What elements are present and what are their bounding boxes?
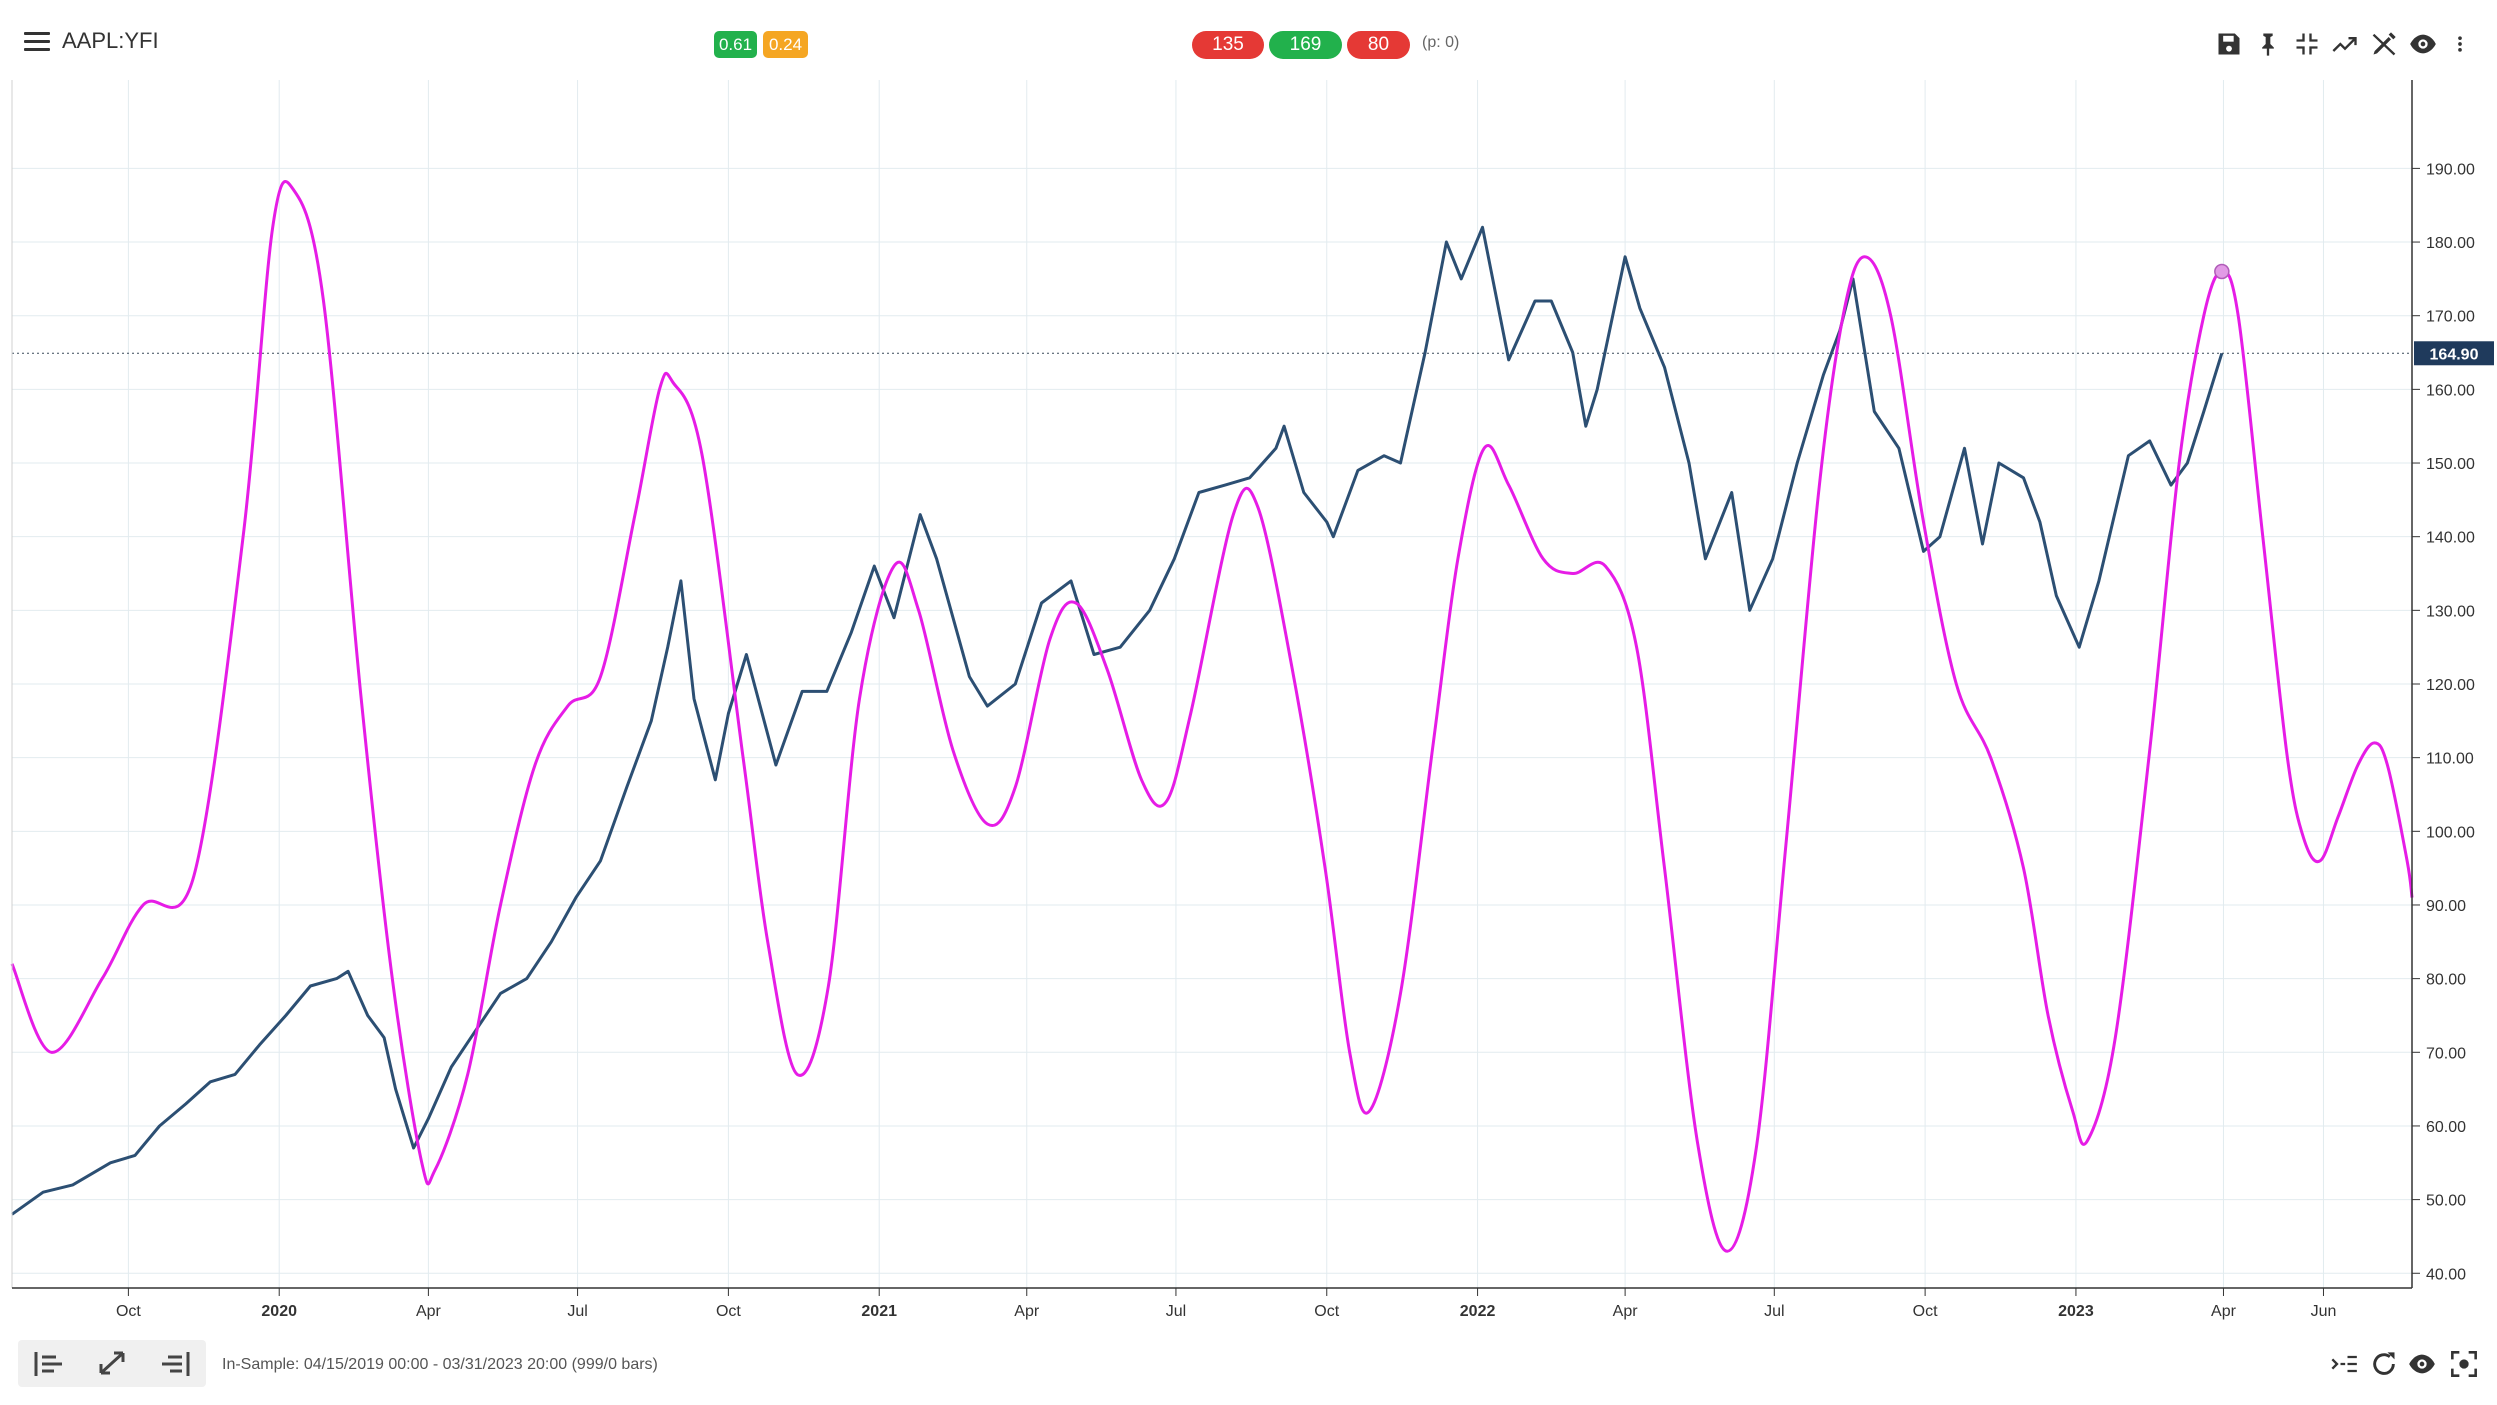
x-tick-label: 2023: [2058, 1303, 2094, 1320]
top-toolbar: AAPL:YFI 0.61 0.24 135 169 80 (p: 0): [0, 0, 2497, 80]
axes: 40.00 50.00 60.00 70.00 80.00 90.00 100.00 110.…: [11, 80, 2494, 1320]
last-price-label: 164.90: [2430, 346, 2479, 363]
metric-badge-green: 0.61: [714, 31, 757, 58]
save-icon[interactable]: [2215, 30, 2243, 58]
y-tick-label: 140.00: [2426, 530, 2475, 547]
x-tick-label: 2022: [1460, 1303, 1496, 1320]
x-tick-label: 2021: [861, 1303, 897, 1320]
x-tick-label: Jul: [567, 1303, 587, 1320]
y-tick-label: 130.00: [2426, 603, 2475, 620]
x-tick-label: Oct: [1314, 1303, 1339, 1320]
series-layer: [10, 180, 2414, 1253]
y-tick-label: 190.00: [2426, 161, 2475, 178]
refresh-icon[interactable]: [2370, 1350, 2398, 1378]
y-tick-label: 40.00: [2426, 1266, 2466, 1283]
p-count-label: (p: 0): [1422, 34, 1460, 51]
x-tick-label: Jul: [1764, 1303, 1784, 1320]
x-tick-label: Apr: [1014, 1303, 1040, 1320]
x-tick-label: 2020: [261, 1303, 297, 1320]
count-pill-green: 169: [1269, 31, 1342, 59]
draw-icon[interactable]: [2370, 30, 2398, 58]
x-tick-label: Oct: [116, 1303, 141, 1320]
expand-icon[interactable]: [81, 1340, 143, 1387]
count-pill-red-2: 80: [1347, 31, 1410, 59]
collapse-icon[interactable]: [2293, 30, 2321, 58]
y-tick-label: 80.00: [2426, 972, 2466, 989]
y-tick-label: 60.00: [2426, 1119, 2466, 1136]
x-tick-label: Apr: [416, 1303, 442, 1320]
y-tick-label: 110.00: [2426, 751, 2474, 768]
cycle-series-line: [10, 180, 2414, 1253]
y-tick-label: 180.00: [2426, 235, 2475, 252]
metric-badge-orange: 0.24: [763, 31, 808, 58]
symbol-label: AAPL:YFI: [62, 28, 159, 53]
pin-icon[interactable]: [2254, 30, 2282, 58]
x-tick-label: Oct: [716, 1303, 741, 1320]
trend-icon[interactable]: [2331, 30, 2359, 58]
y-tick-label: 100.00: [2426, 824, 2475, 841]
grid: [12, 80, 2412, 1288]
x-tick-label: Jun: [2311, 1303, 2337, 1320]
y-tick-label: 50.00: [2426, 1193, 2466, 1210]
price-series-line: [11, 225, 2224, 1216]
y-tick-label: 70.00: [2426, 1045, 2466, 1062]
in-sample-range-label: In-Sample: 04/15/2019 00:00 - 03/31/2023…: [222, 1356, 658, 1373]
scroll-start-icon[interactable]: [18, 1340, 80, 1387]
last-price-tag: [2414, 341, 2494, 366]
screenshot-icon[interactable]: [2450, 1350, 2478, 1378]
count-pill-red: 135: [1192, 31, 1264, 59]
y-tick-label: 170.00: [2426, 309, 2475, 326]
hamburger-menu-icon[interactable]: [24, 32, 50, 52]
x-tick-label: Jul: [1166, 1303, 1186, 1320]
x-tick-label: Apr: [2211, 1303, 2237, 1320]
x-tick-label: Apr: [1613, 1303, 1639, 1320]
y-tick-label: 90.00: [2426, 898, 2466, 915]
y-tick-label: 160.00: [2426, 382, 2475, 399]
indent-icon[interactable]: [2330, 1350, 2358, 1378]
more-icon[interactable]: [2450, 30, 2470, 58]
y-tick-label: 150.00: [2426, 456, 2475, 473]
y-tick-label: 120.00: [2426, 677, 2475, 694]
eye-icon[interactable]: [2409, 30, 2437, 58]
scroll-end-icon[interactable]: [144, 1340, 206, 1387]
navigation-button-group: [18, 1340, 206, 1387]
eye-icon[interactable]: [2408, 1350, 2436, 1378]
x-tick-label: Oct: [1913, 1303, 1938, 1320]
cycle-marker-point: [2214, 263, 2230, 280]
